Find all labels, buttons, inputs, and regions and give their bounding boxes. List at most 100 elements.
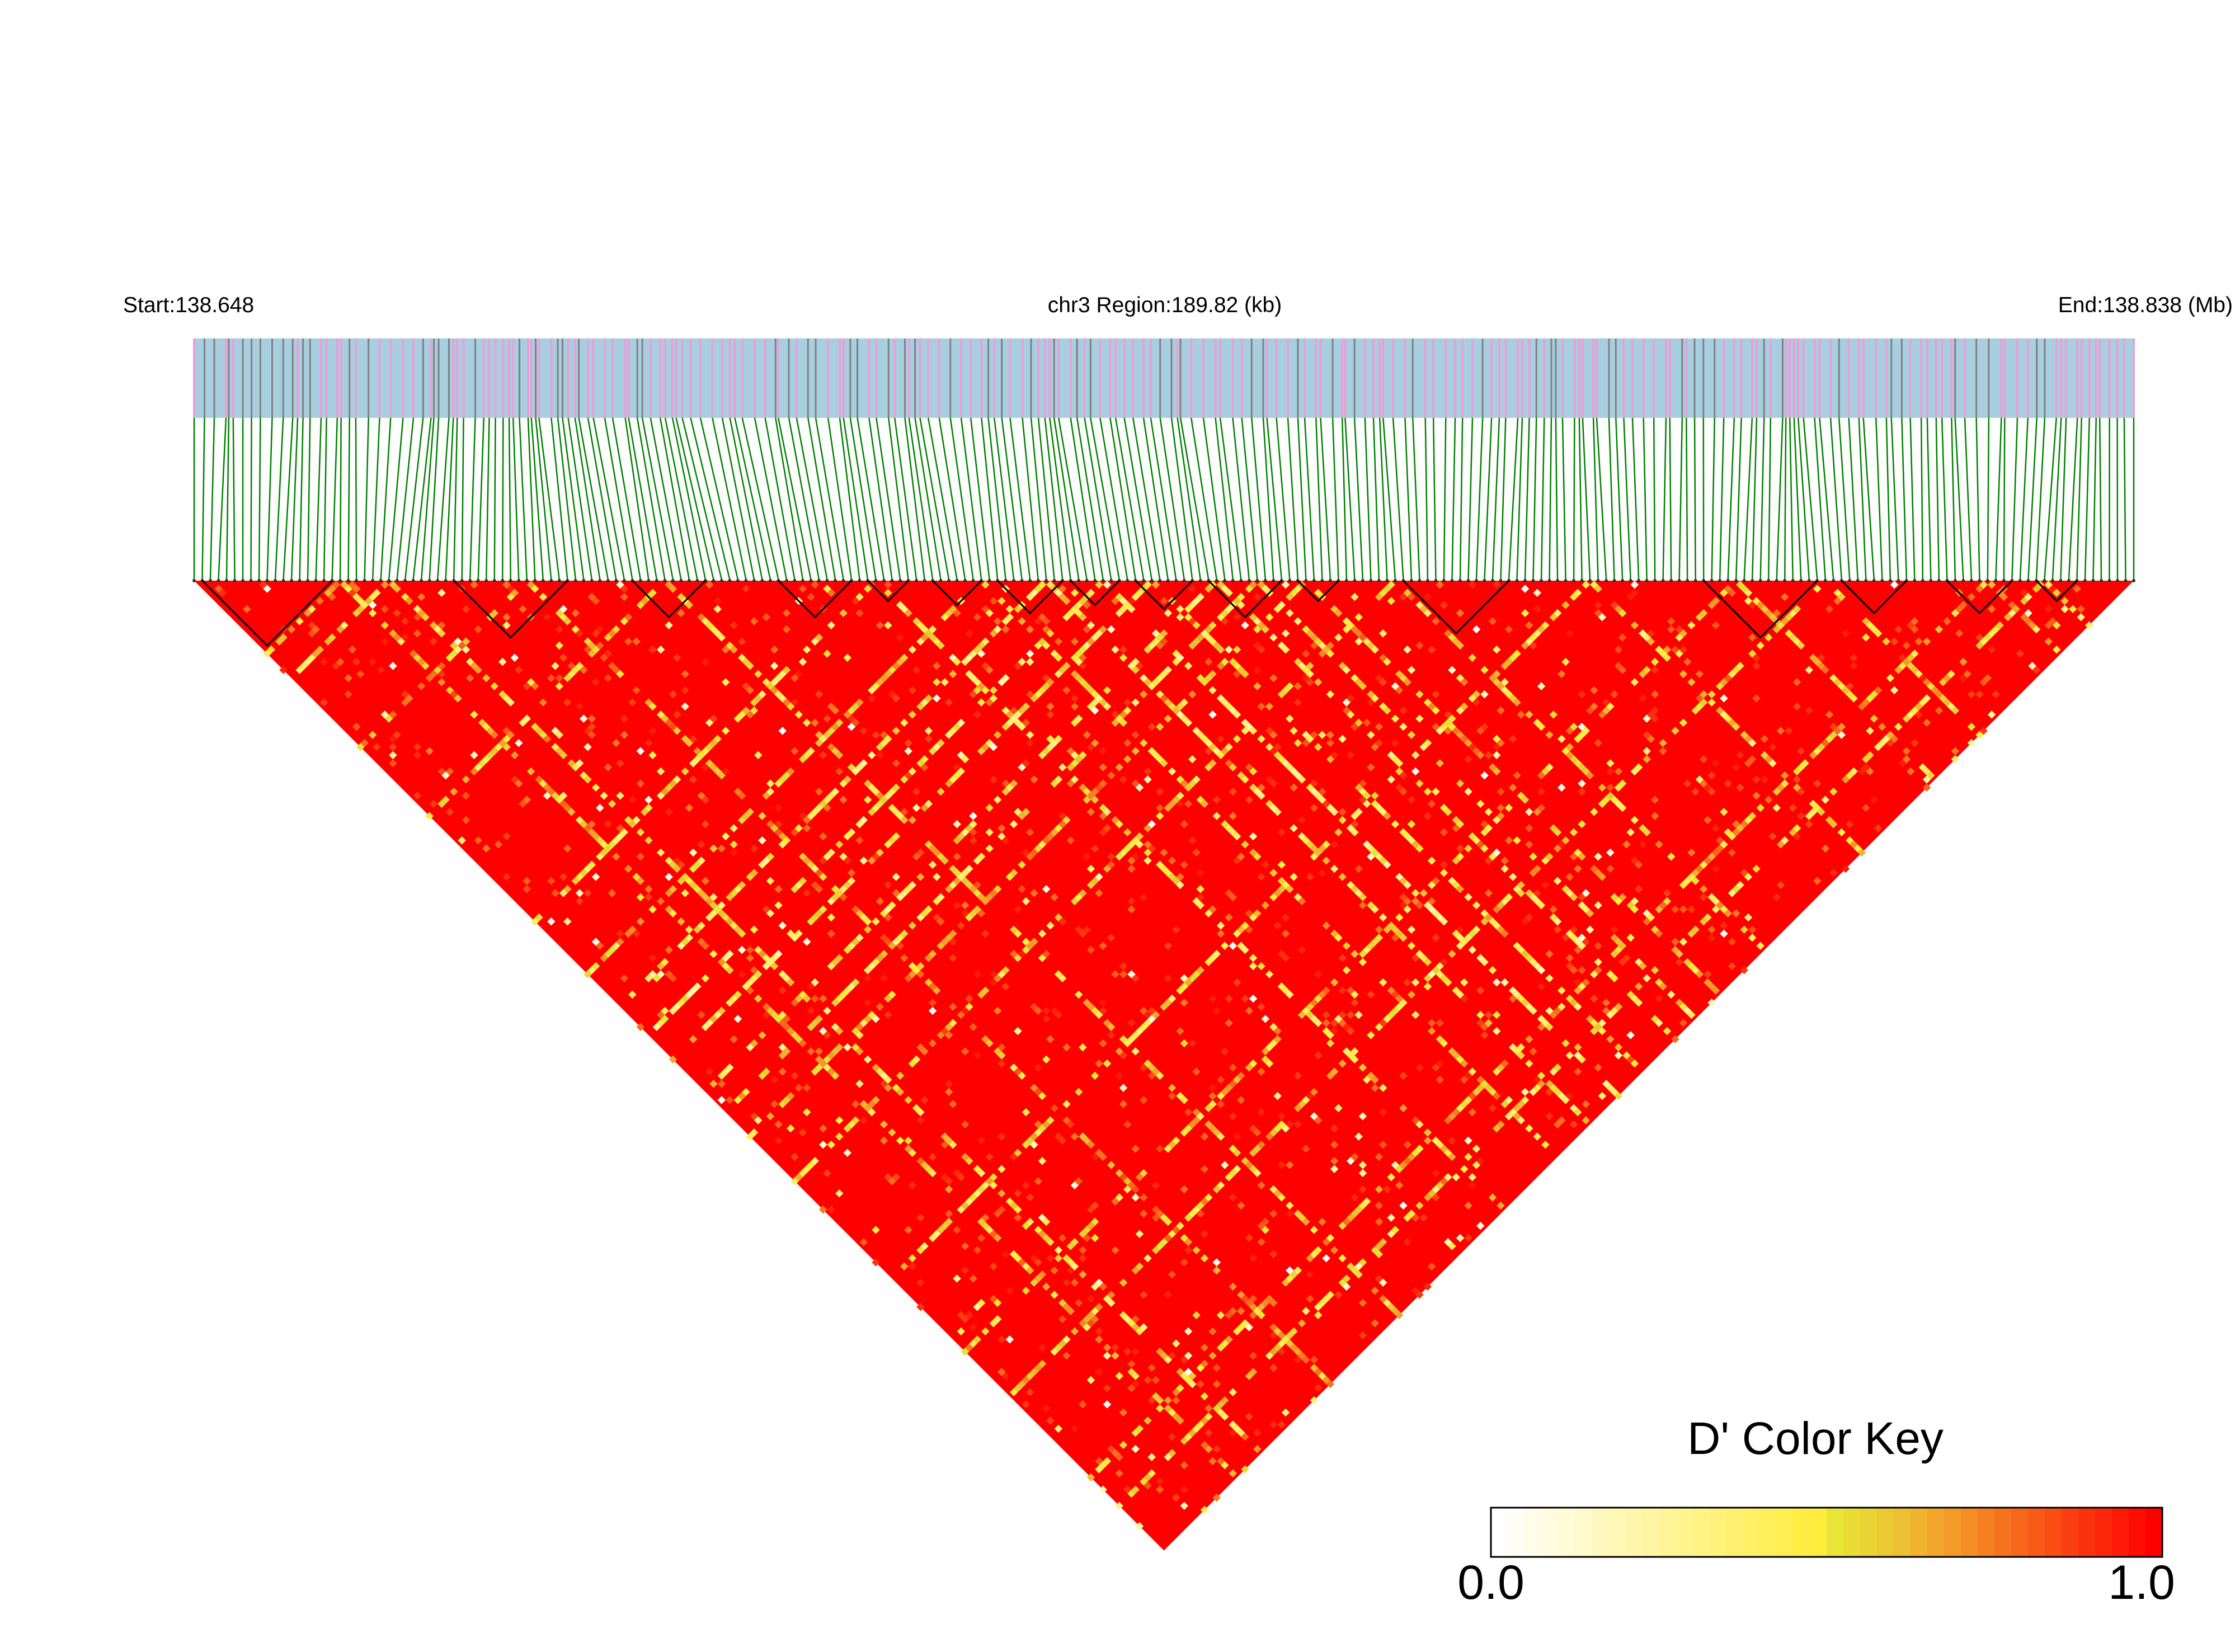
ld-cell xyxy=(1058,1298,1067,1307)
ld-cell xyxy=(916,1278,925,1287)
ld-cell xyxy=(802,751,811,760)
ld-cell xyxy=(636,877,645,885)
ld-cell xyxy=(1269,1323,1278,1331)
ld-cell xyxy=(791,747,799,755)
ld-cell xyxy=(997,1368,1006,1376)
marker-dot xyxy=(1198,579,1202,582)
ld-cell xyxy=(393,633,401,642)
snp-connector xyxy=(981,417,999,580)
marker-dot xyxy=(1377,579,1381,582)
ld-cell xyxy=(389,662,397,670)
color-key-swatch xyxy=(2095,1508,2112,1557)
ld-cell xyxy=(401,617,410,625)
ld-cell xyxy=(770,1010,779,1019)
ld-cell xyxy=(969,1193,977,1202)
color-key-swatch xyxy=(1860,1508,1878,1557)
ld-cell xyxy=(754,1116,763,1124)
ld-cell xyxy=(1119,1051,1128,1060)
ld-cell xyxy=(831,706,840,715)
snp-connector xyxy=(339,417,342,580)
ld-cell xyxy=(868,1100,876,1108)
ld-cell xyxy=(1241,994,1249,1003)
ld-cell xyxy=(1281,1408,1290,1417)
ld-cell xyxy=(807,1047,815,1056)
ld-cell xyxy=(876,743,884,751)
ld-cell xyxy=(1155,1396,1164,1405)
ld-cell xyxy=(794,670,803,679)
ld-cell xyxy=(417,592,426,601)
ld-cell xyxy=(1176,1091,1184,1100)
ld-cell xyxy=(933,694,941,703)
ld-cell xyxy=(681,767,689,776)
ld-cell xyxy=(384,714,393,723)
color-key-swatch xyxy=(1978,1508,1995,1557)
ld-cell xyxy=(701,942,710,950)
ld-cell xyxy=(401,592,410,601)
ld-cell xyxy=(287,625,296,634)
ld-cell xyxy=(523,877,531,885)
ld-cell xyxy=(835,1027,844,1036)
snp-connector xyxy=(453,417,458,580)
marker-dot xyxy=(1483,579,1486,582)
snp-connector xyxy=(1484,417,1493,580)
ld-cell xyxy=(1261,1015,1270,1023)
snp-connector xyxy=(1727,417,1735,580)
ld-cell xyxy=(644,803,653,812)
ld-cell xyxy=(892,759,901,768)
ld-cell xyxy=(953,852,961,861)
marker-dot xyxy=(2067,579,2071,582)
ld-cell xyxy=(665,873,673,881)
marker-dot xyxy=(225,579,229,582)
ld-cell xyxy=(1079,1319,1087,1328)
snp-connector xyxy=(1215,417,1234,580)
ld-cell xyxy=(624,613,633,622)
marker-dot xyxy=(1328,579,1332,582)
ld-cell xyxy=(1127,1359,1136,1368)
marker-dot xyxy=(1263,579,1267,582)
marker-dot xyxy=(1004,579,1008,582)
ld-cell xyxy=(1314,1303,1323,1311)
ld-cell xyxy=(1066,779,1075,788)
color-key-swatch xyxy=(1961,1508,1978,1557)
ld-cell xyxy=(1277,1339,1286,1348)
ld-cell xyxy=(920,1242,929,1250)
ld-cell xyxy=(1054,1424,1063,1433)
ld-cell xyxy=(993,1006,1002,1015)
ld-cell xyxy=(1208,1457,1217,1466)
snp-connector xyxy=(299,417,304,580)
ld-cell xyxy=(1131,1485,1140,1494)
ld-cell xyxy=(774,950,783,958)
snp-connector xyxy=(1109,417,1136,580)
ld-cell xyxy=(1184,1124,1193,1133)
ld-cell xyxy=(563,844,572,853)
snp-connector xyxy=(650,417,682,580)
ld-cell xyxy=(778,1067,787,1076)
ld-cell xyxy=(839,893,848,901)
ld-cell xyxy=(644,974,653,983)
ld-cell xyxy=(628,990,637,999)
ld-cell xyxy=(559,799,568,808)
marker-dot xyxy=(598,579,602,582)
ld-cell xyxy=(827,848,835,857)
ld-cell xyxy=(1086,1319,1095,1328)
ld-cell xyxy=(1221,942,1229,950)
snp-connector xyxy=(857,417,885,580)
snp-connector xyxy=(1057,417,1088,580)
ld-cell xyxy=(1290,1327,1298,1336)
ld-cell xyxy=(985,1177,994,1185)
ld-cell xyxy=(1354,1270,1363,1279)
ld-cell xyxy=(1022,1108,1031,1117)
ld-cell xyxy=(908,816,917,825)
ld-cell xyxy=(1172,1493,1180,1502)
ld-cell xyxy=(1127,1181,1136,1189)
ld-cell xyxy=(896,1088,905,1096)
ld-cell xyxy=(1164,1453,1173,1461)
ld-cell xyxy=(1127,1019,1136,1027)
snp-connector xyxy=(290,417,299,580)
ld-cell xyxy=(969,812,977,820)
ld-cell xyxy=(1245,1006,1254,1015)
ld-cell xyxy=(908,881,917,889)
ld-cell xyxy=(465,674,474,683)
ld-cell xyxy=(437,662,446,670)
ld-cell xyxy=(900,954,909,962)
